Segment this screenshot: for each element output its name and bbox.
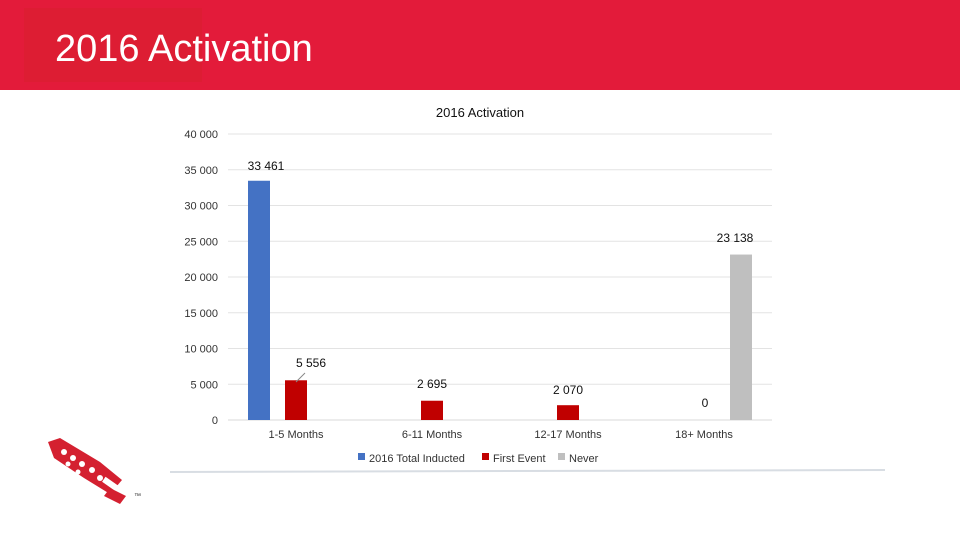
chart-bottom-rule [169,469,886,473]
y-tick-label: 5 000 [190,379,218,391]
data-label: 5 556 [296,356,326,370]
legend-label: First Event [493,453,546,465]
slide-title: 2016 Activation [55,28,313,70]
data-label: 2 070 [553,383,583,397]
y-tick-label: 0 [212,415,218,427]
y-tick-label: 25 000 [184,236,218,248]
x-tick-label: 1-5 Months [268,429,324,441]
bar [421,400,443,420]
title-highlight [24,8,202,82]
legend-label: Never [569,453,599,465]
data-label: 2 695 [417,377,447,391]
y-axis: 0 5 000 10 000 15 000 20 000 25 000 30 000 35 0… [184,129,218,427]
x-tick-label: 6-11 Months [402,429,463,441]
bars [248,180,752,420]
arrowhead-logo-icon: ™ [48,438,141,504]
y-tick-label: 15 000 [184,308,218,320]
data-label: 0 [702,396,709,410]
x-tick-label: 18+ Months [675,429,733,441]
y-tick-label: 40 000 [184,129,218,141]
legend-swatch [558,453,565,460]
legend: 2016 Total Inducted First Event Never [358,453,599,465]
data-label-leader [295,372,306,383]
y-tick-label: 30 000 [184,201,218,213]
legend-swatch [358,453,365,460]
x-axis: 1-5 Months 6-11 Months 12-17 Months 18+ Mon… [268,429,733,441]
bar [248,180,270,420]
legend-label: 2016 Total Inducted [369,453,465,465]
bar [285,380,307,420]
grid [228,133,772,421]
x-tick-label: 12-17 Months [534,429,602,441]
title-banner [0,0,960,90]
data-labels: 33 461 5 556 2 695 2 070 0 23 138 [248,159,754,410]
chart-title: 2016 Activation [436,105,524,120]
y-tick-label: 20 000 [184,272,218,284]
data-label: 23 138 [717,231,754,245]
bar [730,254,752,420]
bar [557,405,579,420]
trademark-mark: ™ [134,493,141,500]
legend-swatch [482,453,489,460]
data-label: 33 461 [248,159,285,173]
y-tick-label: 10 000 [184,344,218,356]
y-tick-label: 35 000 [184,165,218,177]
